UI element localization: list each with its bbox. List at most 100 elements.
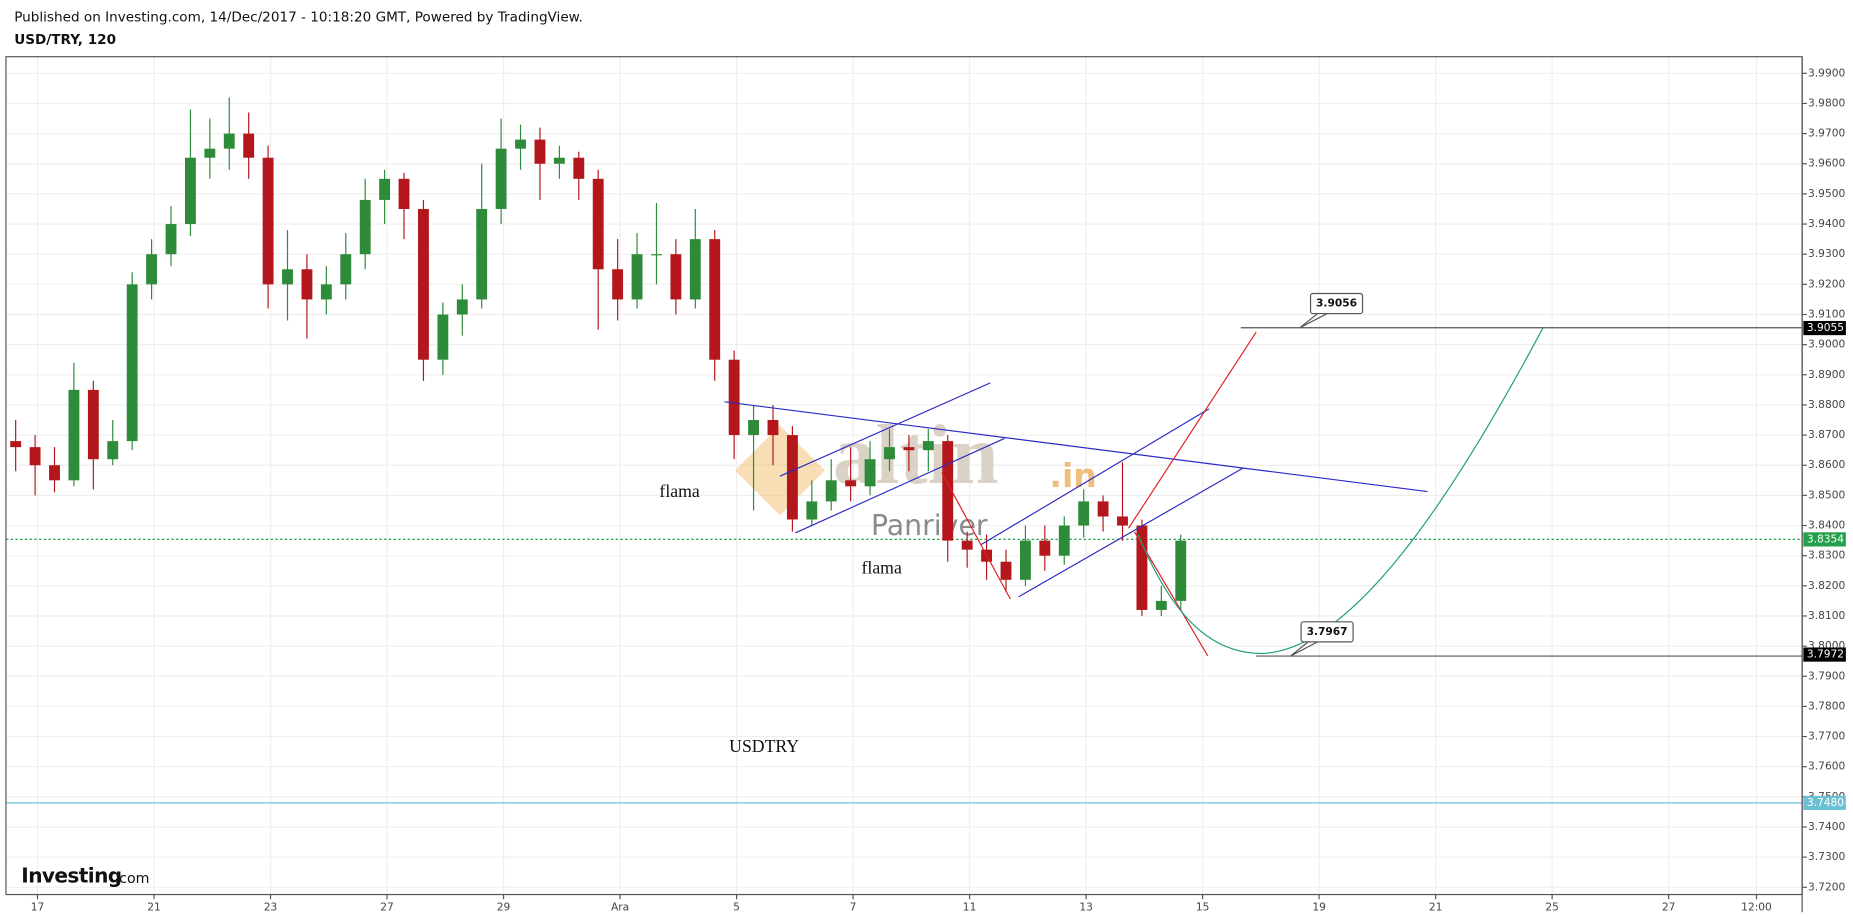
candle-body bbox=[825, 480, 837, 502]
watermark: Panriver bbox=[871, 509, 988, 542]
price-label: 3.9055 bbox=[1807, 321, 1844, 334]
candle-body bbox=[437, 314, 449, 360]
candle-body bbox=[553, 157, 565, 164]
y-tick-label: 3.7300 bbox=[1808, 850, 1845, 863]
axes: 3.72003.73003.74003.75003.76003.77003.78… bbox=[31, 66, 1846, 914]
candle-body bbox=[1058, 525, 1070, 556]
candle-body bbox=[107, 441, 119, 460]
price-label: 3.8354 bbox=[1807, 532, 1844, 545]
y-tick-label: 3.9300 bbox=[1808, 247, 1845, 260]
candle-body bbox=[49, 465, 60, 481]
candle-body bbox=[651, 254, 662, 256]
y-tick-label: 3.7600 bbox=[1808, 760, 1845, 773]
candle-body bbox=[748, 420, 759, 436]
candle-body bbox=[262, 157, 274, 285]
y-tick-label: 3.7400 bbox=[1808, 820, 1845, 833]
symbol-title: USD/TRY, 120 bbox=[14, 32, 116, 48]
price-label-box bbox=[1803, 320, 1846, 336]
y-tick-label: 3.7800 bbox=[1808, 699, 1845, 712]
y-tick-label: 3.8200 bbox=[1808, 579, 1845, 592]
callout-box bbox=[1309, 292, 1364, 315]
candle-body bbox=[592, 178, 604, 270]
candle-body bbox=[1078, 501, 1090, 526]
price-label: 3.7972 bbox=[1807, 648, 1844, 661]
candle-body bbox=[689, 239, 701, 300]
candle-body bbox=[806, 501, 818, 520]
trend-line bbox=[724, 401, 1428, 493]
candle-body bbox=[515, 139, 526, 149]
candle-body bbox=[359, 199, 371, 255]
candle-body bbox=[146, 254, 158, 285]
candle-body bbox=[495, 148, 507, 209]
x-tick-label: 27 bbox=[1662, 901, 1676, 914]
y-tick-label: 3.7900 bbox=[1808, 669, 1845, 682]
candle-body bbox=[709, 239, 721, 360]
callout-pointer bbox=[1290, 641, 1318, 657]
logo: Investing bbox=[21, 863, 121, 887]
candle-body bbox=[204, 148, 216, 158]
x-tick-label: 21 bbox=[1429, 901, 1443, 914]
price-label: 3.7480 bbox=[1807, 796, 1844, 809]
x-tick-label: 21 bbox=[147, 901, 161, 914]
annotation: flama bbox=[862, 558, 902, 578]
x-tick-label: 12:00 bbox=[1741, 901, 1772, 914]
x-tick-label: Ara bbox=[611, 901, 629, 914]
candle-body bbox=[534, 139, 546, 164]
y-tick-label: 3.9600 bbox=[1808, 157, 1845, 170]
trend-line bbox=[779, 382, 991, 477]
candle-body bbox=[884, 447, 895, 460]
candle-body bbox=[184, 157, 196, 225]
candle-body bbox=[767, 420, 779, 436]
candle-body bbox=[612, 269, 624, 300]
candle-body bbox=[961, 540, 973, 550]
trend-line bbox=[795, 437, 1005, 534]
y-tick-label: 3.7700 bbox=[1808, 730, 1845, 743]
candle-body bbox=[670, 254, 682, 300]
grid bbox=[5, 56, 1803, 895]
candle-body bbox=[631, 254, 643, 300]
x-tick-label: 25 bbox=[1545, 901, 1559, 914]
x-tick-label: 27 bbox=[380, 901, 394, 914]
annotation: flama bbox=[659, 481, 699, 501]
candle-body bbox=[1019, 540, 1031, 580]
projection-curve bbox=[1137, 327, 1544, 655]
candle-body bbox=[282, 269, 293, 285]
candle-body bbox=[942, 441, 954, 541]
candle-body bbox=[418, 208, 429, 360]
trend-line bbox=[1128, 331, 1257, 529]
y-tick-label: 3.8800 bbox=[1808, 398, 1845, 411]
x-tick-label: 17 bbox=[31, 901, 45, 914]
candle-body bbox=[340, 254, 352, 285]
candle-body bbox=[68, 389, 80, 481]
callout-label: 3.7967 bbox=[1307, 625, 1348, 638]
y-tick-label: 3.8900 bbox=[1808, 368, 1845, 381]
candle-body bbox=[728, 359, 740, 436]
y-tick-label: 3.9400 bbox=[1808, 217, 1845, 230]
candle-body bbox=[1000, 561, 1012, 580]
x-tick-label: 5 bbox=[733, 901, 740, 914]
candle-body bbox=[1039, 540, 1051, 556]
price-label-box bbox=[1803, 532, 1846, 547]
x-tick-label: 11 bbox=[963, 901, 977, 914]
y-tick-label: 3.8700 bbox=[1808, 428, 1845, 441]
y-tick-label: 3.9000 bbox=[1808, 338, 1845, 351]
published-note: Published on Investing.com, 14/Dec/2017 … bbox=[14, 10, 583, 26]
callout-pointer bbox=[1299, 313, 1328, 329]
y-tick-label: 3.9200 bbox=[1808, 277, 1845, 290]
trend-line bbox=[941, 472, 1011, 600]
candle-body bbox=[379, 178, 391, 200]
candle-body bbox=[126, 284, 138, 442]
candle-body bbox=[845, 480, 857, 487]
candle-body bbox=[573, 157, 585, 179]
y-tick-label: 3.9900 bbox=[1808, 66, 1845, 79]
candle-body bbox=[1136, 525, 1148, 610]
y-tick-label: 3.7200 bbox=[1808, 880, 1845, 893]
candle-body bbox=[903, 447, 915, 451]
price-label-box bbox=[1803, 795, 1846, 810]
price-label-box bbox=[1803, 647, 1846, 662]
y-tick-label: 3.8100 bbox=[1808, 609, 1845, 622]
candle-body bbox=[786, 435, 798, 520]
y-tick-label: 3.9700 bbox=[1808, 127, 1845, 140]
